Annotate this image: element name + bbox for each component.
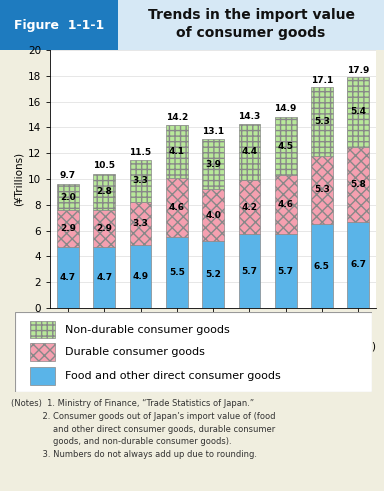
Bar bbox=[57, 210, 79, 247]
Text: 17.1: 17.1 bbox=[311, 76, 333, 85]
Bar bbox=[238, 235, 260, 308]
Bar bbox=[311, 87, 333, 156]
Text: 10.5: 10.5 bbox=[93, 161, 115, 170]
Text: 3.3: 3.3 bbox=[132, 176, 149, 186]
Bar bbox=[275, 117, 296, 175]
Text: 14.9: 14.9 bbox=[275, 104, 297, 113]
Text: 4.9: 4.9 bbox=[132, 272, 149, 281]
Bar bbox=[30, 321, 55, 338]
Bar bbox=[311, 156, 333, 224]
Text: 4.7: 4.7 bbox=[60, 273, 76, 282]
Text: 14.3: 14.3 bbox=[238, 112, 260, 121]
Text: 2.8: 2.8 bbox=[96, 188, 112, 196]
Bar bbox=[93, 247, 115, 308]
Bar bbox=[93, 210, 115, 247]
Bar bbox=[347, 147, 369, 221]
Bar bbox=[238, 180, 260, 235]
Bar bbox=[311, 224, 333, 308]
Bar bbox=[202, 241, 224, 308]
Text: Durable consumer goods: Durable consumer goods bbox=[65, 347, 205, 357]
Bar bbox=[93, 174, 115, 210]
Text: 6.7: 6.7 bbox=[350, 260, 366, 269]
Bar bbox=[275, 175, 296, 235]
Bar bbox=[275, 235, 296, 308]
Text: 9.7: 9.7 bbox=[60, 171, 76, 180]
Text: 3.3: 3.3 bbox=[132, 219, 149, 228]
Text: of consumer goods: of consumer goods bbox=[176, 26, 326, 40]
Text: Non-durable consumer goods: Non-durable consumer goods bbox=[65, 325, 230, 334]
Bar bbox=[202, 190, 224, 241]
Bar bbox=[57, 184, 79, 210]
Text: 4.4: 4.4 bbox=[241, 147, 257, 157]
Text: 11.5: 11.5 bbox=[129, 148, 152, 157]
Text: 4.6: 4.6 bbox=[278, 200, 294, 209]
Text: 3.9: 3.9 bbox=[205, 160, 221, 169]
Text: 6.5: 6.5 bbox=[314, 262, 330, 271]
Bar bbox=[130, 245, 151, 308]
Text: 5.7: 5.7 bbox=[242, 267, 257, 276]
Text: Food and other direct consumer goods: Food and other direct consumer goods bbox=[65, 371, 281, 381]
Text: 4.6: 4.6 bbox=[169, 203, 185, 212]
Text: 5.3: 5.3 bbox=[314, 117, 330, 126]
Text: 2.9: 2.9 bbox=[96, 224, 112, 233]
Bar bbox=[0, 0, 118, 50]
Bar bbox=[30, 343, 55, 361]
Text: 13.1: 13.1 bbox=[202, 128, 224, 136]
Text: Trends in the import value: Trends in the import value bbox=[147, 8, 354, 22]
Text: 5.2: 5.2 bbox=[205, 270, 221, 279]
Text: 5.5: 5.5 bbox=[169, 268, 185, 277]
Text: (Notes)  1. Ministry of Finance, “Trade Statistics of Japan.”
            2. Con: (Notes) 1. Ministry of Finance, “Trade S… bbox=[12, 399, 276, 459]
Bar bbox=[238, 124, 260, 180]
Text: 14.2: 14.2 bbox=[166, 113, 188, 122]
Bar bbox=[166, 237, 188, 308]
Text: 5.3: 5.3 bbox=[314, 186, 330, 194]
Text: 2.0: 2.0 bbox=[60, 192, 76, 202]
Text: 2.9: 2.9 bbox=[60, 224, 76, 233]
Text: 4.7: 4.7 bbox=[96, 273, 113, 282]
Bar bbox=[57, 247, 79, 308]
Bar bbox=[347, 77, 369, 147]
Text: (Year): (Year) bbox=[346, 342, 376, 352]
Text: 5.4: 5.4 bbox=[350, 108, 366, 116]
Bar bbox=[166, 178, 188, 237]
Text: 4.1: 4.1 bbox=[169, 147, 185, 156]
Text: 4.5: 4.5 bbox=[278, 141, 294, 151]
Text: 4.0: 4.0 bbox=[205, 211, 221, 219]
Text: 17.9: 17.9 bbox=[347, 65, 369, 75]
Y-axis label: (¥Trillions): (¥Trillions) bbox=[13, 152, 23, 206]
Text: Figure  1-1-1: Figure 1-1-1 bbox=[14, 19, 104, 31]
Bar bbox=[202, 139, 224, 190]
Bar bbox=[166, 125, 188, 178]
Text: 4.2: 4.2 bbox=[242, 203, 257, 212]
Text: 5.7: 5.7 bbox=[278, 267, 294, 276]
Bar bbox=[30, 367, 55, 385]
Bar bbox=[130, 160, 151, 202]
Bar bbox=[130, 202, 151, 245]
Bar bbox=[347, 221, 369, 308]
Bar bbox=[118, 0, 384, 50]
Text: 5.8: 5.8 bbox=[350, 180, 366, 189]
